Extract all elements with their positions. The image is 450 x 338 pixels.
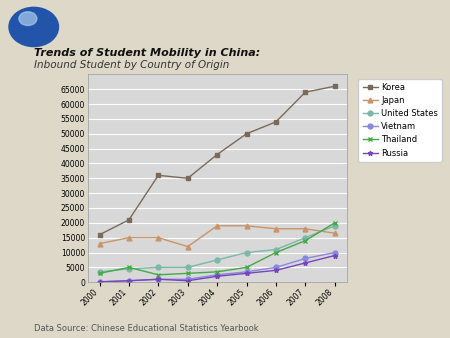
Russia [126, 279, 131, 283]
United States [126, 267, 131, 271]
Russia [214, 274, 220, 278]
United States [273, 247, 279, 251]
Korea [244, 132, 249, 136]
Line: Vietnam: Vietnam [97, 250, 337, 284]
Korea [303, 90, 308, 94]
Japan [303, 227, 308, 231]
Vietnam [273, 265, 279, 269]
Russia [156, 277, 161, 281]
Text: Data Source: Chinese Educational Statistics Yearbook: Data Source: Chinese Educational Statist… [34, 323, 258, 333]
Japan [273, 227, 279, 231]
Vietnam [214, 273, 220, 277]
Text: Trends of Student Mobility in China:: Trends of Student Mobility in China: [34, 48, 260, 58]
Japan [97, 242, 102, 246]
Line: Korea: Korea [97, 84, 337, 237]
Japan [185, 245, 190, 249]
Vietnam [97, 280, 102, 284]
Japan [126, 236, 131, 240]
Vietnam [185, 277, 190, 281]
Legend: Korea, Japan, United States, Vietnam, Thailand, Russia: Korea, Japan, United States, Vietnam, Th… [359, 78, 442, 162]
Korea [126, 218, 131, 222]
Line: United States: United States [97, 223, 337, 274]
Text: Inbound Student by Country of Origin: Inbound Student by Country of Origin [34, 59, 229, 70]
Korea [273, 120, 279, 124]
Russia [273, 268, 279, 272]
Ellipse shape [9, 7, 58, 47]
United States [185, 265, 190, 269]
Japan [244, 224, 249, 228]
Line: Russia: Russia [97, 253, 337, 284]
Russia [332, 254, 338, 258]
Vietnam [126, 279, 131, 283]
Korea [97, 233, 102, 237]
United States [303, 236, 308, 240]
Thailand [303, 239, 308, 243]
Vietnam [332, 250, 338, 255]
Korea [156, 173, 161, 177]
United States [97, 270, 102, 274]
Vietnam [244, 270, 249, 274]
United States [244, 250, 249, 255]
United States [332, 224, 338, 228]
Line: Japan: Japan [97, 223, 337, 249]
Vietnam [303, 257, 308, 261]
Korea [185, 176, 190, 180]
Japan [214, 224, 220, 228]
Thailand [214, 270, 220, 274]
United States [156, 265, 161, 269]
Ellipse shape [19, 12, 37, 25]
Russia [185, 279, 190, 283]
Russia [97, 280, 102, 284]
Russia [244, 271, 249, 275]
Vietnam [156, 277, 161, 281]
United States [214, 258, 220, 262]
Thailand [273, 250, 279, 255]
Thailand [185, 271, 190, 275]
Korea [214, 152, 220, 156]
Thailand [244, 265, 249, 269]
Russia [303, 261, 308, 265]
Thailand [156, 273, 161, 277]
Thailand [126, 265, 131, 269]
Japan [332, 231, 338, 235]
Thailand [332, 221, 338, 225]
Korea [332, 84, 338, 88]
Line: Thailand: Thailand [97, 220, 337, 277]
Thailand [97, 271, 102, 275]
Japan [156, 236, 161, 240]
